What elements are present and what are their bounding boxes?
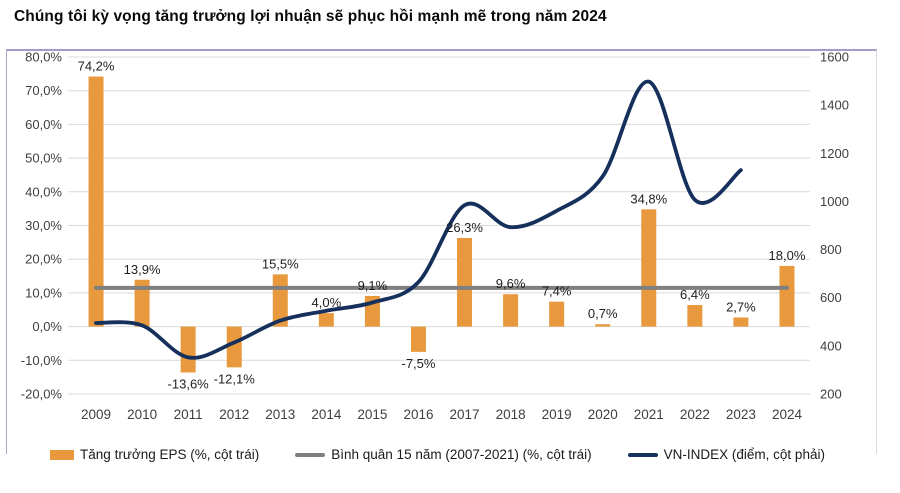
svg-text:2019: 2019 xyxy=(542,407,572,422)
svg-text:74,2%: 74,2% xyxy=(78,59,115,74)
svg-text:2021: 2021 xyxy=(634,407,664,422)
svg-text:2024: 2024 xyxy=(772,407,803,422)
legend-label-vnindex: VN-INDEX (điểm, cột phải) xyxy=(663,447,825,462)
svg-text:7,4%: 7,4% xyxy=(542,284,572,299)
svg-text:2009: 2009 xyxy=(81,407,111,422)
svg-text:6,4%: 6,4% xyxy=(680,287,710,302)
svg-text:2015: 2015 xyxy=(357,407,387,422)
legend-label-average: Bình quân 15 năm (2007-2021) (%, cột trá… xyxy=(331,447,592,462)
svg-text:10,0%: 10,0% xyxy=(25,285,62,300)
svg-text:-20,0%: -20,0% xyxy=(21,387,63,402)
svg-text:1200: 1200 xyxy=(820,146,849,161)
svg-text:40,0%: 40,0% xyxy=(25,184,62,199)
svg-text:2018: 2018 xyxy=(496,407,526,422)
svg-text:2,7%: 2,7% xyxy=(726,300,756,315)
chart-legend: Tăng trưởng EPS (%, cột trái) Bình quân … xyxy=(0,447,875,462)
svg-text:2010: 2010 xyxy=(127,407,157,422)
svg-text:1600: 1600 xyxy=(820,50,849,65)
svg-text:2020: 2020 xyxy=(588,407,618,422)
svg-text:13,9%: 13,9% xyxy=(124,262,161,277)
vnindex-line-swatch-icon xyxy=(627,452,658,457)
svg-text:-10,0%: -10,0% xyxy=(21,353,63,368)
svg-text:-12,1%: -12,1% xyxy=(214,371,256,386)
svg-text:0,7%: 0,7% xyxy=(588,306,618,321)
svg-text:2012: 2012 xyxy=(219,407,249,422)
svg-text:34,8%: 34,8% xyxy=(630,191,667,206)
svg-text:60,0%: 60,0% xyxy=(25,117,62,132)
svg-text:2017: 2017 xyxy=(450,407,480,422)
svg-text:80,0%: 80,0% xyxy=(25,50,62,65)
svg-text:2016: 2016 xyxy=(403,407,433,422)
svg-text:400: 400 xyxy=(820,338,842,353)
svg-text:-7,5%: -7,5% xyxy=(401,356,435,371)
svg-text:50,0%: 50,0% xyxy=(25,151,62,166)
legend-label-eps: Tăng trưởng EPS (%, cột trái) xyxy=(80,447,260,462)
svg-text:1000: 1000 xyxy=(820,194,849,209)
svg-text:9,1%: 9,1% xyxy=(358,278,388,293)
svg-text:26,3%: 26,3% xyxy=(446,220,483,235)
legend-item-eps: Tăng trưởng EPS (%, cột trái) xyxy=(50,447,259,462)
svg-text:600: 600 xyxy=(820,290,842,305)
svg-text:0,0%: 0,0% xyxy=(32,319,62,334)
legend-item-vnindex: VN-INDEX (điểm, cột phải) xyxy=(627,447,825,462)
svg-text:20,0%: 20,0% xyxy=(25,252,62,267)
svg-text:2014: 2014 xyxy=(311,407,342,422)
svg-text:18,0%: 18,0% xyxy=(769,248,806,263)
svg-text:70,0%: 70,0% xyxy=(25,83,62,98)
svg-text:800: 800 xyxy=(820,242,842,257)
eps-vnindex-combo-chart: 80,0% 70,0% 60,0% 50,0% 40,0% 30,0% 20,0% 10,0%… xyxy=(21,50,849,422)
svg-text:2013: 2013 xyxy=(265,407,295,422)
svg-text:30,0%: 30,0% xyxy=(25,218,62,233)
average-line-swatch-icon xyxy=(295,452,326,457)
svg-text:200: 200 xyxy=(820,387,842,402)
svg-text:1400: 1400 xyxy=(820,98,849,113)
svg-text:2023: 2023 xyxy=(726,407,756,422)
chart-title: Chúng tôi kỳ vọng tăng trưởng lợi nhuận … xyxy=(14,8,607,25)
svg-text:15,5%: 15,5% xyxy=(262,256,299,271)
legend-item-average: Bình quân 15 năm (2007-2021) (%, cột trá… xyxy=(295,447,592,462)
svg-text:2022: 2022 xyxy=(680,407,710,422)
svg-text:4,0%: 4,0% xyxy=(312,295,342,310)
eps-bar-swatch-icon xyxy=(50,449,75,460)
svg-text:2011: 2011 xyxy=(174,407,203,422)
svg-text:-13,6%: -13,6% xyxy=(168,376,210,391)
svg-text:9,6%: 9,6% xyxy=(496,276,526,291)
